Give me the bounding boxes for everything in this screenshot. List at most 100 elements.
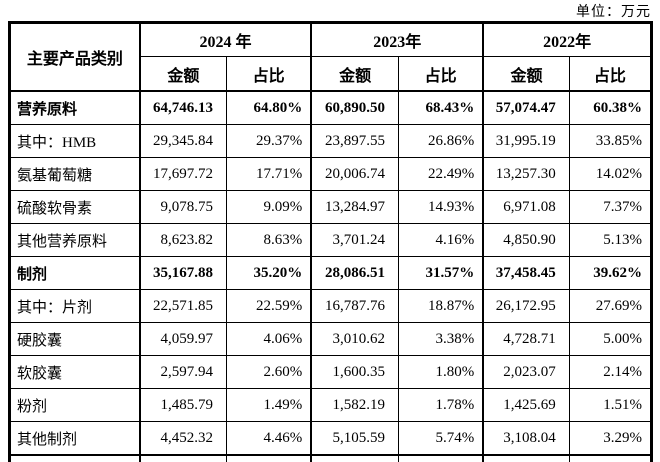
cell-amount: 13,257.30 <box>482 157 570 191</box>
cell-ratio: 22.59% <box>225 289 312 323</box>
cell-amount: 1,485.79 <box>138 388 227 422</box>
cell-amount: 3,108.04 <box>482 421 570 456</box>
cell-ratio: 5.13% <box>568 223 653 257</box>
table-row-total: 合计 99,914.00 100.00% 88,977.00 100.00% 9… <box>8 454 653 462</box>
row-label: 硬胶囊 <box>8 322 141 356</box>
row-label: 硫酸软骨素 <box>8 190 141 224</box>
row-label: 营养原料 <box>8 90 141 125</box>
product-category-table: 主要产品类别 2024 年 2023年 2022年 金额 占比 金额 占比 金额… <box>8 21 653 462</box>
cell-amount: 29,345.84 <box>138 124 227 158</box>
row-label: 氨基葡萄糖 <box>8 157 141 191</box>
cell-ratio: 14.02% <box>568 157 653 191</box>
column-header-ratio-2024: 占比 <box>225 56 312 92</box>
cell-ratio: 1.51% <box>568 388 653 422</box>
cell-ratio: 9.09% <box>225 190 312 224</box>
cell-amount: 9,078.75 <box>138 190 227 224</box>
column-header-year-2024: 2024 年 <box>138 22 312 57</box>
cell-amount: 6,971.08 <box>482 190 570 224</box>
cell-amount: 1,600.35 <box>310 355 400 389</box>
cell-ratio: 1.80% <box>398 355 484 389</box>
table-row-hmb: 其中：HMB 29,345.84 29.37% 23,897.55 26.86%… <box>8 124 653 158</box>
table-row-preparations: 制剂 35,167.88 35.20% 28,086.51 31.57% 37,… <box>8 256 653 290</box>
cell-amount: 13,284.97 <box>310 190 400 224</box>
table-row-other-preparations: 其他制剂 4,452.32 4.46% 5,105.59 5.74% 3,108… <box>8 421 653 456</box>
cell-ratio: 33.85% <box>568 124 653 158</box>
row-label: 软胶囊 <box>8 355 141 389</box>
cell-ratio: 8.63% <box>225 223 312 257</box>
row-label: 制剂 <box>8 256 141 290</box>
cell-amount: 1,582.19 <box>310 388 400 422</box>
cell-ratio: 100.00% <box>568 454 653 462</box>
column-header-category: 主要产品类别 <box>8 22 141 92</box>
column-header-year-2022: 2022年 <box>482 22 653 57</box>
cell-ratio: 68.43% <box>398 90 484 125</box>
cell-ratio: 100.00% <box>398 454 484 462</box>
table-row-other-nutrition-materials: 其他营养原料 8,623.82 8.63% 3,701.24 4.16% 4,8… <box>8 223 653 257</box>
cell-amount: 4,728.71 <box>482 322 570 356</box>
cell-ratio: 22.49% <box>398 157 484 191</box>
column-header-amount-2022: 金额 <box>482 56 570 92</box>
cell-amount: 64,746.13 <box>138 90 227 125</box>
cell-ratio: 2.60% <box>225 355 312 389</box>
unit-label: 单位：万元 <box>576 5 651 20</box>
column-header-year-2023: 2023年 <box>310 22 484 57</box>
cell-ratio: 3.38% <box>398 322 484 356</box>
cell-amount: 4,059.97 <box>138 322 227 356</box>
column-header-ratio-2023: 占比 <box>398 56 484 92</box>
table-row-tablets: 其中：片剂 22,571.85 22.59% 16,787.76 18.87% … <box>8 289 653 323</box>
row-label: 其中：HMB <box>8 124 141 158</box>
cell-ratio: 7.37% <box>568 190 653 224</box>
cell-ratio: 31.57% <box>398 256 484 290</box>
cell-ratio: 60.38% <box>568 90 653 125</box>
cell-ratio: 29.37% <box>225 124 312 158</box>
sub-header-row: 金额 占比 金额 占比 金额 占比 <box>10 56 653 92</box>
cell-ratio: 4.16% <box>398 223 484 257</box>
cell-ratio: 5.00% <box>568 322 653 356</box>
cell-amount: 23,897.55 <box>310 124 400 158</box>
cell-ratio: 64.80% <box>225 90 312 125</box>
cell-amount: 37,458.45 <box>482 256 570 290</box>
table-row-hard-capsules: 硬胶囊 4,059.97 4.06% 3,010.62 3.38% 4,728.… <box>8 322 653 356</box>
cell-amount: 2,597.94 <box>138 355 227 389</box>
cell-amount: 1,425.69 <box>482 388 570 422</box>
cell-ratio: 14.93% <box>398 190 484 224</box>
cell-ratio: 4.46% <box>225 421 312 456</box>
cell-ratio: 1.78% <box>398 388 484 422</box>
cell-ratio: 2.14% <box>568 355 653 389</box>
cell-ratio: 3.29% <box>568 421 653 456</box>
cell-amount: 20,006.74 <box>310 157 400 191</box>
cell-amount: 5,105.59 <box>310 421 400 456</box>
cell-amount: 3,701.24 <box>310 223 400 257</box>
cell-amount: 31,995.19 <box>482 124 570 158</box>
row-label: 其他营养原料 <box>8 223 141 257</box>
cell-amount: 17,697.72 <box>138 157 227 191</box>
row-label: 其中：片剂 <box>8 289 141 323</box>
row-label: 合计 <box>8 454 141 462</box>
cell-amount: 4,850.90 <box>482 223 570 257</box>
column-header-amount-2024: 金额 <box>138 56 227 92</box>
column-header-ratio-2022: 占比 <box>568 56 653 92</box>
cell-amount: 57,074.47 <box>482 90 570 125</box>
cell-ratio: 39.62% <box>568 256 653 290</box>
cell-amount: 35,167.88 <box>138 256 227 290</box>
cell-amount: 88,977.00 <box>310 454 400 462</box>
cell-amount: 2,023.07 <box>482 355 570 389</box>
cell-ratio: 18.87% <box>398 289 484 323</box>
column-header-amount-2023: 金额 <box>310 56 400 92</box>
cell-ratio: 4.06% <box>225 322 312 356</box>
table-row-chondroitin-sulfate: 硫酸软骨素 9,078.75 9.09% 13,284.97 14.93% 6,… <box>8 190 653 224</box>
cell-amount: 28,086.51 <box>310 256 400 290</box>
row-label: 其他制剂 <box>8 421 141 456</box>
cell-ratio: 17.71% <box>225 157 312 191</box>
cell-amount: 22,571.85 <box>138 289 227 323</box>
cell-amount: 16,787.76 <box>310 289 400 323</box>
cell-ratio: 27.69% <box>568 289 653 323</box>
table-row-soft-capsules: 软胶囊 2,597.94 2.60% 1,600.35 1.80% 2,023.… <box>8 355 653 389</box>
cell-ratio: 1.49% <box>225 388 312 422</box>
cell-amount: 8,623.82 <box>138 223 227 257</box>
year-header-row: 主要产品类别 2024 年 2023年 2022年 <box>8 22 653 92</box>
cell-amount: 60,890.50 <box>310 90 400 125</box>
row-label: 粉剂 <box>8 388 141 422</box>
cell-ratio: 5.74% <box>398 421 484 456</box>
cell-amount: 3,010.62 <box>310 322 400 356</box>
